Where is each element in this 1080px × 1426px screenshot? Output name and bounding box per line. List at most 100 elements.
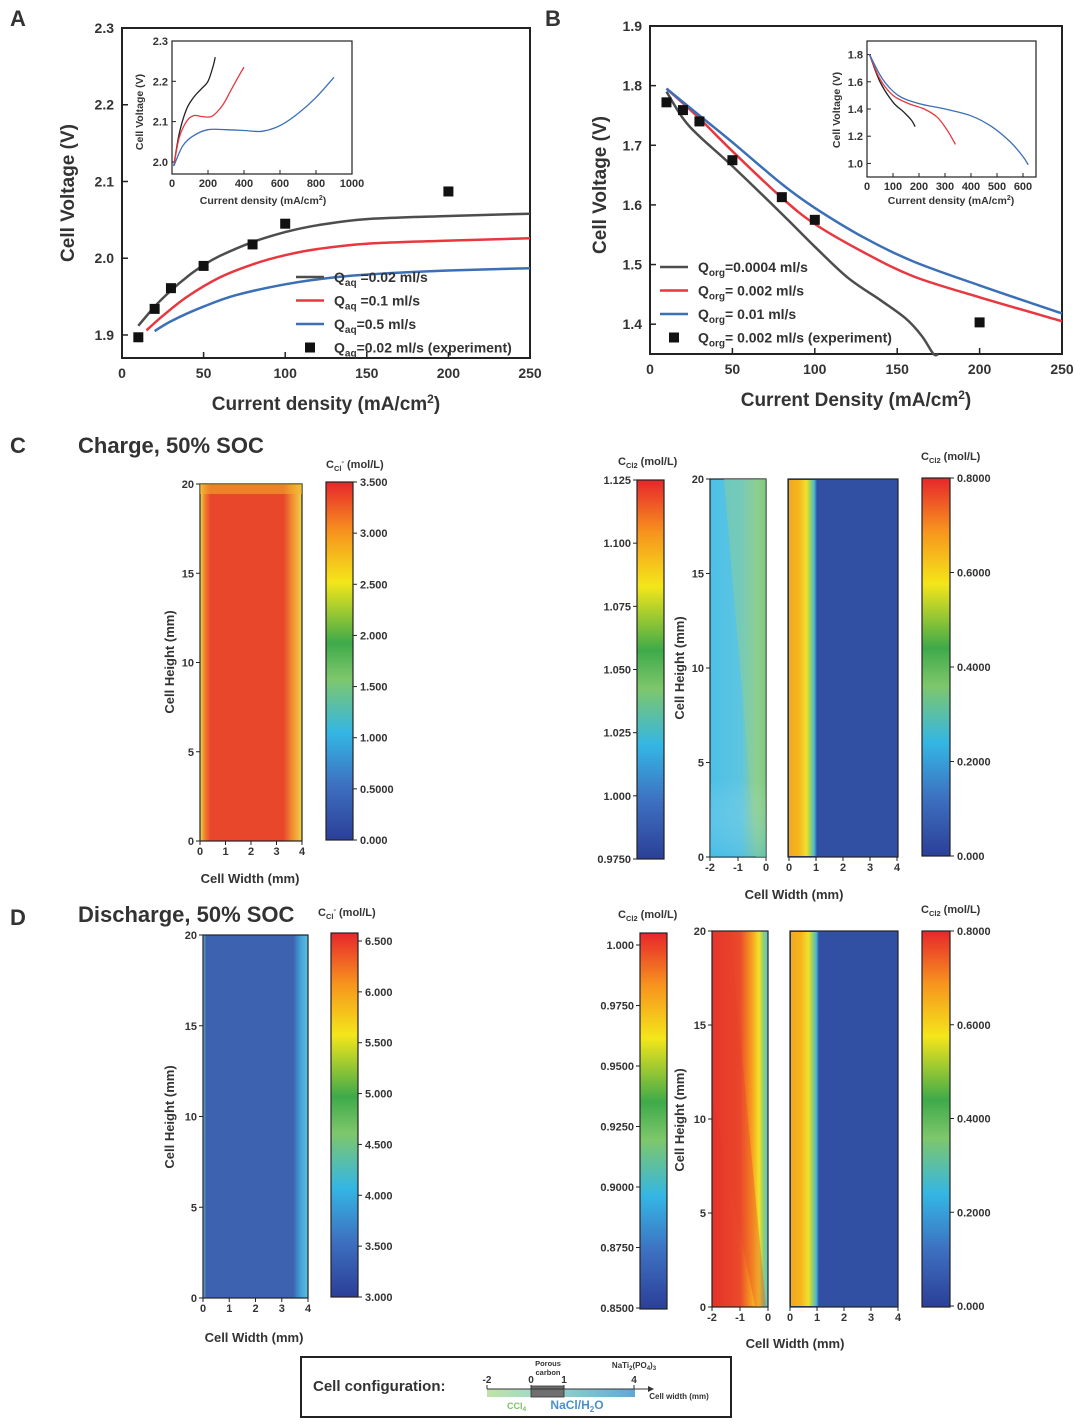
panel-a-legend-sub: aq	[345, 349, 357, 360]
panel-a-legend-q: Q	[334, 293, 345, 309]
panel-c-right-y-ticks: 20 15 10 5 0	[692, 474, 710, 864]
panel-c-left-map-top-glow	[200, 484, 302, 494]
panel-c-right-y-tick-label: 10	[692, 663, 704, 675]
panel-a-y-ticks: 1.9 2.0 2.1 2.2 2.3	[95, 20, 128, 343]
panel-c-right-colorbar-b-tick-label: 0.6000	[957, 568, 991, 580]
panel-b-experiment-point	[776, 192, 787, 203]
panel-c-right-x-org-tick-label: -1	[733, 862, 743, 874]
config-tick-label: 1	[561, 1375, 567, 1386]
panel-d-right-cbb-sub: Cl2	[929, 909, 941, 918]
panel-b-legend-q: Q	[698, 259, 709, 275]
config-nati-label: NaTi2(PO4)3	[612, 1361, 657, 1372]
panel-a-legend-label: Qaq=0.5 ml/s	[334, 316, 416, 336]
panel-d-right-colorbar-a-tick-label: 0.9250	[600, 1122, 634, 1134]
panel-d-left-x-ticks: 0 1 2 3 4	[200, 1298, 312, 1315]
panel-c-right-colorbar-b-tick-label: 0.8000	[957, 473, 991, 485]
panel-a-series-line-2	[145, 237, 531, 332]
panel-b-inset-ytick-label: 1.6	[848, 77, 863, 89]
panel-d-right-x-org-tick-label: 0	[765, 1312, 771, 1324]
config-frame	[300, 1356, 732, 1418]
panel-a-legend-text: =0.5 ml/s	[357, 316, 417, 332]
panel-d-right-x-aq-tick-label: 0	[787, 1312, 793, 1324]
panel-c-right-colorbar-a-tick-label: 1.125	[603, 475, 631, 487]
panel-a-ytick-label: 2.2	[95, 97, 115, 113]
panel-a-inset-y-ticks: 2.0 2.1 2.2 2.3	[153, 36, 176, 169]
panel-c-left-colorbar-tick-label: 3.000	[360, 528, 388, 540]
panel-b-inset-ytick-label: 1.0	[848, 158, 863, 170]
panel-b-inset-ytick-label: 1.4	[848, 104, 864, 116]
panel-a-inset-x-label-close: )	[323, 195, 327, 207]
panel-c-left-x-tick-label: 3	[273, 846, 279, 858]
panel-d-left-x-tick-label: 0	[200, 1303, 206, 1315]
panel-d-right-colorbar-b	[921, 930, 951, 1308]
panel-c-right-x-org-tick-label: -2	[705, 862, 715, 874]
panel-d-right-cbb-c: C	[921, 904, 929, 916]
panel-b-xtick-label: 150	[886, 361, 910, 377]
panel-c-right-colorbar-b-tick-label: 0.000	[957, 851, 985, 863]
panel-c-left-colorbar-tick-label: 1.000	[360, 733, 388, 745]
panel-a-legend-q: Q	[334, 269, 345, 285]
panel-a-inset-ytick-label: 2.2	[153, 76, 168, 88]
panel-c-right-colorbar-b	[921, 477, 951, 857]
panel-a-inset-xtick-label: 200	[199, 178, 217, 190]
panel-d-right-y-tick-label: 10	[694, 1114, 706, 1126]
config-ccl4-main: CCl	[507, 1401, 523, 1411]
panel-c-right-cba-sub: Cl2	[626, 461, 638, 470]
panel-d-org-map-diagonal	[713, 932, 766, 1306]
panel-c-right-colorbar-a-tick-label: 1.075	[603, 601, 631, 613]
panel-c-left-y-ticks: 20 15 10 5 0	[182, 479, 200, 848]
panel-d-right-colorbar-b-tick-label: 0.6000	[957, 1020, 991, 1032]
panel-c-left-y-tick-label: 10	[182, 658, 194, 670]
panel-d-right-colorbar-b-tick-label: 0.000	[957, 1301, 985, 1313]
panel-b-ytick-label: 1.8	[623, 78, 643, 94]
panel-a-inset-x-label: Current density (mA/cm2)	[200, 195, 326, 207]
panel-d-right-x-aq-tick-label: 1	[814, 1312, 820, 1324]
config-nati-b: (PO	[632, 1361, 646, 1370]
panel-a-line-chart: 1.9 2.0 2.1 2.2 2.3 0 50 100 150 200 250 Cell Vol…	[58, 20, 542, 415]
config-tick-label: 4	[631, 1375, 637, 1386]
panel-d-left-y-tick-label: 20	[185, 930, 197, 942]
panel-b-legend-text: =0.0004 ml/s	[725, 259, 808, 275]
panel-c-right-x-ticks: -2 -1 0 0 1 2 3 4	[705, 857, 901, 874]
config-porous-label-2: carbon	[535, 1368, 560, 1377]
panel-a-inset-x-label-sup: 2	[319, 195, 323, 202]
config-ccl4-sub: 4	[523, 1406, 527, 1413]
panel-b-ytick-label: 1.5	[623, 257, 643, 273]
panel-b-y-axis-label: Cell Voltage (V)	[590, 116, 611, 254]
config-nacl-label: NaCl/H2O	[550, 1398, 603, 1414]
panel-b-x-ticks: 0 50 100 150 200 250	[646, 348, 1074, 377]
panel-c-right-x-org-tick-label: 0	[763, 862, 769, 874]
panel-a-inset-series-line-2	[173, 66, 245, 167]
panel-a-xtick-label: 250	[518, 365, 542, 381]
panel-letter-b: B	[545, 6, 561, 31]
panel-d-right-colorbar-b-title: CCl2 (mol/L)	[921, 904, 981, 918]
panel-a-legend-text: =0.02 ml/s (experiment)	[357, 340, 512, 356]
panel-c-right-y-tick-label: 20	[692, 474, 704, 486]
panel-c-org-map-bottom	[710, 780, 766, 857]
panel-b-inset-xtick-label: 300	[936, 181, 954, 193]
panel-letter-c: C	[10, 433, 26, 458]
panel-a-experiment-point	[443, 186, 454, 197]
panel-b-inset-series-line-2	[868, 54, 956, 145]
panel-a-xtick-label: 200	[437, 365, 461, 381]
panel-d-left-x-tick-label: 2	[252, 1303, 258, 1315]
panel-letter-a: A	[10, 6, 26, 31]
panel-d-left-colorbar-tick-label: 4.000	[365, 1190, 393, 1202]
panel-c-right-y-tick-label: 5	[698, 758, 704, 770]
panel-b-legend-label: Qorg= 0.002 ml/s (experiment)	[698, 330, 892, 350]
panel-d-right-x-org-tick-label: -2	[707, 1312, 717, 1324]
panel-b-inset-frame	[866, 40, 1037, 178]
panel-c-right-x-aq-tick-label: 3	[867, 862, 873, 874]
panel-a-inset-series	[173, 56, 335, 167]
panel-b-inset-xtick-label: 400	[962, 181, 980, 193]
panel-d-right-x-aq-tick-label: 4	[895, 1312, 902, 1324]
panel-c-left-colorbar-tick-label: 2.500	[360, 579, 388, 591]
panel-b-xtick-label: 250	[1050, 361, 1074, 377]
panel-b-x-label-close: )	[965, 390, 971, 411]
panel-c-aq-map-gradient	[789, 480, 817, 856]
panel-d-left-y-ticks: 20 15 10 5 0	[185, 930, 203, 1305]
panel-b-inset-y-label: Cell Voltage (V)	[831, 72, 843, 148]
